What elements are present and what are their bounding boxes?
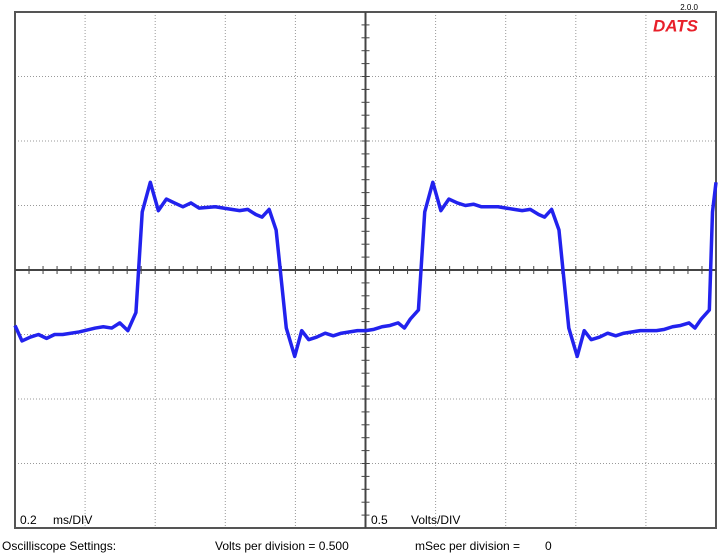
- time-per-div: 0.2: [20, 513, 37, 527]
- logo: DATS: [653, 16, 699, 35]
- status-volts: Volts per division = 0.500: [215, 539, 349, 553]
- version: 2.0.0: [680, 3, 698, 12]
- volts-per-div: 0.5: [371, 513, 388, 527]
- time-unit: ms/DIV: [53, 513, 92, 527]
- volts-unit: Volts/DIV: [411, 513, 460, 527]
- waveform: [13, 180, 718, 359]
- status-msec-value: 0: [545, 539, 552, 553]
- status-title: Oscilliscope Settings:: [2, 539, 116, 553]
- status-msec-label: mSec per division =: [415, 539, 520, 553]
- plot-area: [13, 11, 718, 529]
